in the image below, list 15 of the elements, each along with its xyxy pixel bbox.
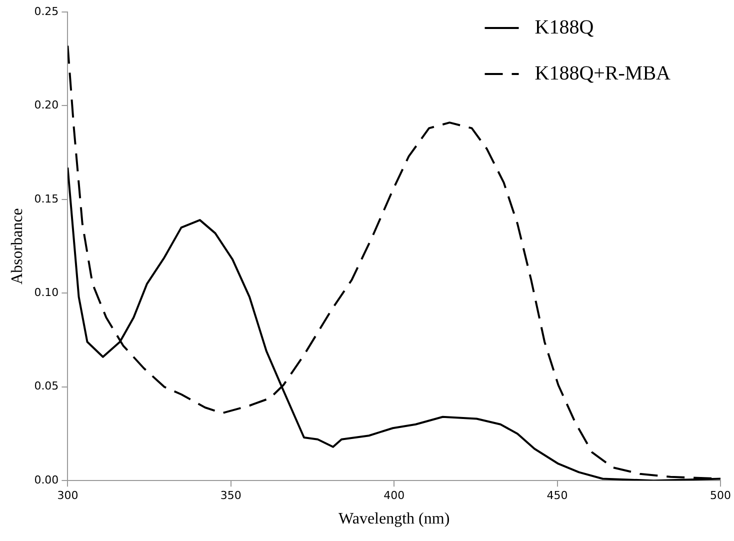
x-tick-label: 500: [710, 489, 731, 502]
x-tick-label: 450: [546, 489, 568, 502]
legend-label: K188Q: [534, 16, 594, 38]
y-axis-title: Absorbance: [8, 208, 26, 285]
y-tick-label: 0.20: [34, 98, 59, 112]
y-tick-label: 0.25: [34, 4, 59, 18]
y-tick-label: 0.00: [34, 473, 59, 486]
x-axis-title: Wavelength (nm): [338, 510, 450, 528]
y-tick-label: 0.10: [34, 286, 59, 300]
legend-label: K188Q+R-MBA: [534, 62, 672, 84]
x-tick-label: 350: [220, 489, 242, 502]
x-tick-label: 300: [57, 489, 78, 502]
y-tick-label: 0.05: [34, 380, 59, 393]
y-tick-label: 0.15: [34, 192, 59, 206]
x-tick-label: 400: [384, 489, 405, 502]
